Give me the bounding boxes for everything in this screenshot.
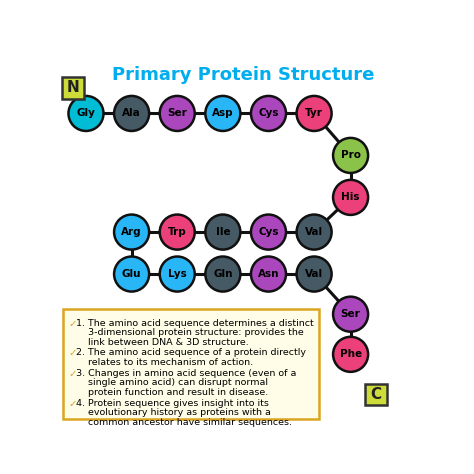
Text: 4. Protein sequence gives insight into its: 4. Protein sequence gives insight into i…	[76, 399, 269, 408]
Circle shape	[114, 96, 149, 131]
Text: His: His	[341, 192, 360, 202]
Text: ✓: ✓	[68, 319, 77, 328]
Text: Arg: Arg	[121, 227, 142, 237]
Text: C: C	[371, 387, 382, 402]
Circle shape	[333, 337, 368, 372]
Text: Pro: Pro	[341, 150, 361, 160]
Text: Ser: Ser	[167, 109, 187, 118]
Text: Val: Val	[305, 269, 323, 279]
Text: link between DNA & 3D structure.: link between DNA & 3D structure.	[76, 337, 249, 346]
Text: Glu: Glu	[122, 269, 141, 279]
Text: ✓: ✓	[68, 369, 77, 379]
FancyBboxPatch shape	[365, 384, 387, 405]
Text: 2. The amino acid sequence of a protein directly: 2. The amino acid sequence of a protein …	[76, 348, 307, 357]
Text: Ala: Ala	[122, 109, 141, 118]
Circle shape	[205, 96, 240, 131]
Text: Tyr: Tyr	[305, 109, 323, 118]
Text: common ancestor have similar sequences.: common ancestor have similar sequences.	[76, 418, 292, 427]
Circle shape	[205, 215, 240, 250]
Text: Lys: Lys	[168, 269, 187, 279]
Circle shape	[205, 256, 240, 292]
Text: Primary Protein Structure: Primary Protein Structure	[112, 66, 374, 84]
Text: single amino acid) can disrupt normal: single amino acid) can disrupt normal	[76, 378, 268, 387]
Text: 1. The amino acid sequence determines a distinct: 1. The amino acid sequence determines a …	[76, 319, 314, 328]
Circle shape	[114, 215, 149, 250]
Circle shape	[160, 96, 195, 131]
Text: ✓: ✓	[68, 399, 77, 409]
Circle shape	[160, 256, 195, 292]
Circle shape	[251, 256, 286, 292]
Circle shape	[297, 96, 332, 131]
FancyBboxPatch shape	[63, 77, 84, 99]
Circle shape	[297, 215, 332, 250]
Text: Trp: Trp	[168, 227, 187, 237]
Text: Phe: Phe	[339, 349, 362, 359]
Text: Val: Val	[305, 227, 323, 237]
Circle shape	[333, 180, 368, 215]
Text: Cys: Cys	[258, 227, 279, 237]
Circle shape	[333, 138, 368, 173]
Text: ✓: ✓	[68, 348, 77, 358]
Text: Cys: Cys	[258, 109, 279, 118]
Text: Gly: Gly	[76, 109, 95, 118]
Circle shape	[251, 96, 286, 131]
FancyBboxPatch shape	[63, 310, 319, 419]
Text: Gln: Gln	[213, 269, 233, 279]
Text: Ser: Ser	[341, 309, 360, 319]
Text: evolutionary history as proteins with a: evolutionary history as proteins with a	[76, 409, 272, 417]
Text: protein function and result in disease.: protein function and result in disease.	[76, 388, 269, 397]
Text: 3-dimensional protein structure: provides the: 3-dimensional protein structure: provide…	[76, 328, 304, 337]
Circle shape	[297, 256, 332, 292]
Text: relates to its mechanism of action.: relates to its mechanism of action.	[76, 358, 254, 367]
Text: N: N	[67, 81, 80, 95]
Circle shape	[160, 215, 195, 250]
Circle shape	[114, 256, 149, 292]
Circle shape	[333, 297, 368, 332]
Text: Ile: Ile	[216, 227, 230, 237]
Text: Asn: Asn	[258, 269, 279, 279]
Text: Asp: Asp	[212, 109, 234, 118]
Circle shape	[68, 96, 103, 131]
Text: 3. Changes in amino acid sequence (even of a: 3. Changes in amino acid sequence (even …	[76, 369, 297, 378]
Circle shape	[251, 215, 286, 250]
